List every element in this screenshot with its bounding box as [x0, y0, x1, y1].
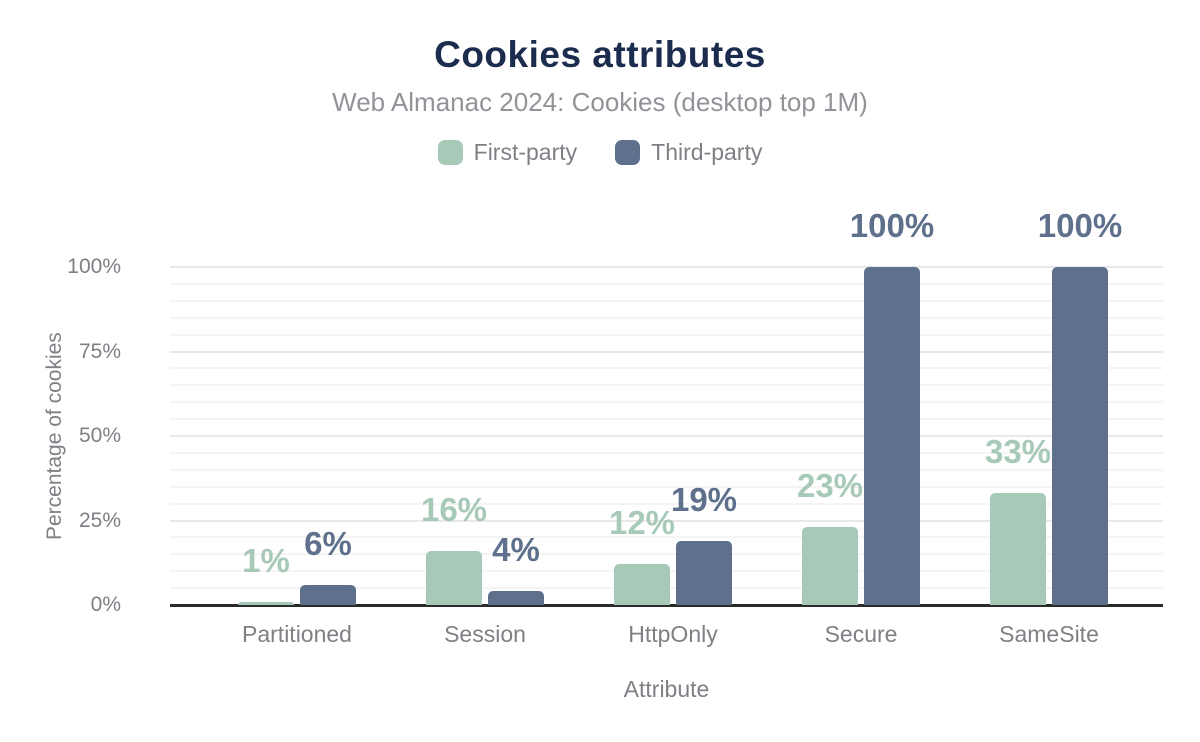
value-label-third-party-secure: 100%: [849, 207, 935, 244]
major-grid-line-50: [170, 435, 1163, 437]
minor-grid-line-40: [170, 468, 1163, 471]
bar-third-party-httponly[interactable]: [676, 540, 732, 605]
minor-grid-line-65: [170, 384, 1163, 387]
value-label-third-party-session: 4%: [492, 531, 540, 569]
third-party-swatch-icon: [615, 140, 641, 165]
legend-label-third-party: Third-party: [651, 139, 763, 165]
category-label-secure: Secure: [824, 621, 898, 647]
minor-grid-line-70: [170, 367, 1163, 370]
chart-title: Cookies attributes: [434, 34, 766, 75]
minor-grid-line-35: [170, 485, 1163, 488]
bar-first-party-httponly[interactable]: [614, 564, 670, 605]
y-tick-50%: 50%: [78, 424, 121, 447]
minor-grid-line-80: [170, 333, 1163, 336]
y-tick-25%: 25%: [78, 508, 121, 532]
value-label-first-party-samesite: 33%: [984, 433, 1052, 471]
value-label-third-party-partitioned: 6%: [304, 524, 352, 562]
value-label-first-party-httponly: 12%: [608, 504, 676, 542]
bar-first-party-samesite[interactable]: [990, 493, 1046, 605]
bar-third-party-samesite[interactable]: [1052, 267, 1108, 605]
minor-grid-line-60: [170, 401, 1163, 404]
minor-grid-line-15: [170, 553, 1163, 556]
bar-third-party-secure[interactable]: [864, 267, 920, 605]
category-label-samesite: SameSite: [999, 621, 1099, 647]
y-tick-100%: 100%: [67, 255, 121, 278]
minor-grid-line-90: [170, 299, 1163, 302]
value-label-first-party-partitioned: 1%: [242, 541, 290, 579]
legend: First-party Third-party: [0, 139, 1200, 166]
category-label-partitioned: Partitioned: [242, 621, 352, 647]
plot-area: 0% 25% 50% 75% 100% 1% 6% Partitioned 16% 4% Sessi…: [67, 207, 1163, 647]
major-grid-line-100: [170, 266, 1163, 268]
y-tick-75%: 75%: [78, 339, 121, 363]
bar-third-party-partitioned[interactable]: [300, 584, 356, 605]
minor-grid-line-95: [170, 282, 1163, 285]
minor-grid-line-45: [170, 451, 1163, 454]
first-party-swatch-icon: [437, 140, 463, 165]
bar-first-party-secure[interactable]: [802, 527, 858, 605]
minor-grid-line-85: [170, 316, 1163, 319]
x-axis-baseline: [170, 604, 1163, 607]
chart-subtitle: Web Almanac 2024: Cookies (desktop top 1…: [332, 87, 868, 117]
bar-first-party-partitioned[interactable]: [238, 601, 294, 605]
category-label-httponly: HttpOnly: [628, 621, 718, 647]
minor-grid-line-55: [170, 418, 1163, 421]
value-label-first-party-secure: 23%: [796, 467, 864, 505]
minor-grid-line-30: [170, 502, 1163, 505]
value-label-first-party-session: 16%: [420, 490, 488, 528]
bar-third-party-session[interactable]: [488, 591, 544, 605]
value-label-third-party-httponly: 19%: [670, 480, 738, 518]
legend-item-third-party[interactable]: Third-party: [615, 139, 762, 166]
y-tick-0%: 0%: [90, 593, 121, 616]
value-label-third-party-samesite: 100%: [1037, 207, 1123, 244]
bar-first-party-session[interactable]: [426, 550, 482, 605]
category-label-session: Session: [444, 621, 526, 647]
major-grid-line-75: [170, 350, 1163, 353]
legend-label-first-party: First-party: [473, 139, 578, 165]
legend-item-first-party[interactable]: First-party: [437, 139, 578, 166]
x-axis-title: Attribute: [623, 676, 710, 702]
minor-grid-line-20: [170, 536, 1163, 539]
major-grid-line-25: [170, 519, 1163, 522]
